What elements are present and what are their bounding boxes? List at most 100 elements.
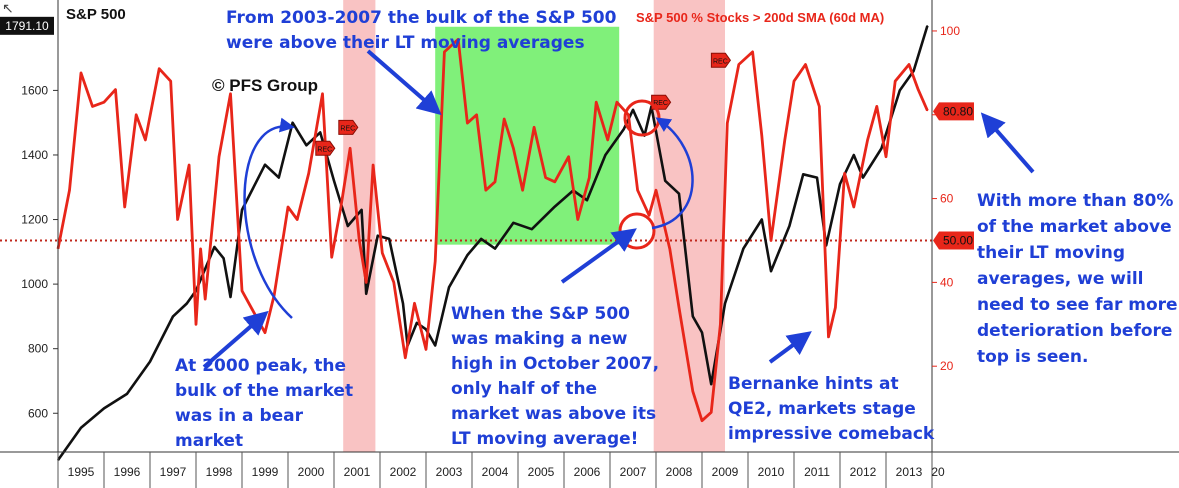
pct-data-point — [804, 63, 807, 66]
annotation-line: of the market above — [977, 217, 1172, 237]
pct-data-point — [908, 63, 910, 66]
sp500-data-point — [623, 128, 625, 130]
sp500-data-point — [333, 180, 335, 182]
x-tick-label: 1999 — [252, 465, 279, 479]
sp500-data-point — [172, 315, 174, 317]
pct-data-point — [568, 156, 570, 158]
watermark-label: © PFS Group — [212, 76, 319, 95]
pct-data-point — [522, 189, 524, 191]
sp500-data-point — [742, 248, 745, 250]
pct-data-point — [177, 218, 179, 221]
pct-data-point — [124, 206, 126, 208]
pct-data-point — [413, 302, 416, 304]
left-tick-label: 1400 — [21, 148, 48, 162]
annotation-2000-peak: At 2000 peak, the bulk of the market was… — [175, 354, 353, 454]
pct-data-point — [627, 114, 630, 116]
pct-data-point — [204, 298, 206, 300]
left-tick-label: 600 — [28, 406, 48, 420]
pct-data-point — [372, 164, 374, 166]
pct-data-point — [308, 172, 310, 175]
left-tick-label: 1000 — [21, 277, 48, 291]
annotation-line: deterioration before a — [977, 321, 1179, 341]
sp500-data-point — [554, 206, 556, 208]
pct-data-point — [476, 114, 478, 116]
left-tick-label: 800 — [28, 342, 48, 356]
annotation-right-80pct: With more than 80% of the market above t… — [977, 188, 1179, 370]
pct-data-point — [457, 38, 459, 40]
pct-data-point — [554, 181, 556, 183]
annotation-line: At 2000 peak, the — [175, 356, 347, 376]
sp500-data-point — [388, 238, 390, 240]
threshold-value-box — [933, 231, 974, 250]
pct-data-point — [68, 189, 71, 191]
sp500-data-point — [724, 302, 726, 305]
annotation-line: Bernanke hints at — [728, 374, 899, 394]
sp500-data-point — [466, 254, 468, 256]
x-tick-label: 2007 — [620, 465, 647, 479]
pct-data-point — [503, 118, 505, 120]
left-tick-label: 1200 — [21, 213, 48, 227]
sp500-last-value-box — [0, 16, 54, 35]
pct-data-point — [200, 248, 202, 250]
x-tick-label: 2009 — [712, 465, 739, 479]
sp500-data-point — [770, 270, 772, 272]
sp500-data-point — [531, 228, 533, 230]
rec-marker-label: REC — [653, 100, 668, 107]
sp500-data-point — [126, 393, 128, 395]
pct-data-point — [710, 411, 712, 413]
right-tick-label: 40 — [940, 275, 954, 289]
sp500-data-point — [604, 154, 607, 156]
sp500-data-point — [425, 328, 427, 330]
x-tick-label: 1997 — [160, 465, 187, 479]
annotation-line: was in a bear — [175, 406, 304, 426]
pct-last-value: 80.80 — [943, 104, 973, 118]
pct-data-point — [393, 281, 395, 283]
sp500-data-point — [278, 176, 280, 179]
pct-data-point — [770, 239, 772, 242]
pct-data-point — [466, 122, 468, 124]
arrow-2003-2007 — [366, 49, 442, 116]
pct-data-point — [340, 206, 342, 208]
pct-data-point — [296, 218, 298, 221]
pct-data-point — [607, 139, 609, 141]
x-tick-label: 2000 — [298, 465, 325, 479]
pct-data-point — [655, 189, 657, 191]
pct-data-point — [287, 206, 289, 208]
pct-data-point — [692, 390, 694, 392]
x-tick-label: 20 — [931, 465, 945, 479]
pct-data-point — [114, 89, 117, 91]
sp500-data-point — [678, 193, 680, 195]
sp500-data-point — [480, 238, 482, 240]
pct-data-point — [784, 139, 786, 141]
pct-data-point — [917, 89, 919, 91]
rec-marker-label: REC — [713, 58, 728, 65]
sp500-data-point — [816, 176, 818, 179]
sp500-data-point — [494, 248, 496, 250]
arrow-2000-peak — [202, 310, 269, 369]
sp500-data-point — [512, 222, 515, 224]
rec-marker — [651, 94, 672, 110]
curved-arrow-2007 — [651, 117, 694, 230]
pct-data-point — [381, 252, 383, 254]
pct-data-point — [80, 72, 82, 74]
sp500-data-point — [839, 183, 841, 185]
pct-data-point — [349, 147, 351, 149]
pct-data-point — [844, 172, 846, 175]
pct-data-point — [264, 332, 266, 334]
left-chart-title: S&P 500 — [66, 6, 126, 23]
x-tick-label: 1995 — [68, 465, 95, 479]
x-tick-label: 2013 — [896, 465, 923, 479]
arrow-right-80pct — [980, 112, 1035, 174]
annotation-line: need to see far more — [977, 295, 1178, 315]
pct-data-point — [425, 348, 427, 351]
sp500-data-point — [241, 209, 243, 211]
sp500-data-point — [347, 225, 349, 227]
annotation-line: top is seen. — [977, 347, 1089, 367]
sp500-data-point — [853, 154, 855, 156]
pct-data-point — [229, 93, 232, 95]
annotation-line: high in October 2007, — [451, 354, 660, 374]
annotation-line: With more than 80% — [977, 191, 1174, 211]
rec-marker-label: REC — [317, 146, 332, 153]
pct-data-point — [669, 248, 671, 250]
